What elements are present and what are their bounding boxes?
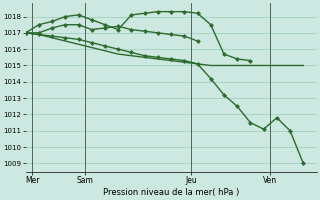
X-axis label: Pression niveau de la mer( hPa ): Pression niveau de la mer( hPa ): [103, 188, 239, 197]
